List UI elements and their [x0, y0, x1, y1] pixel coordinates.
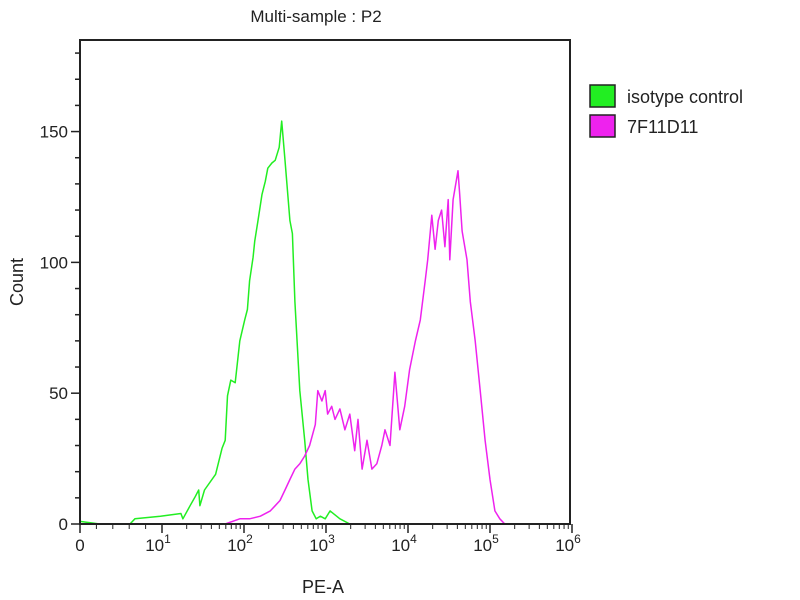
x-tick-base: 10 — [555, 536, 574, 555]
x-tick-exponent: 4 — [410, 532, 417, 546]
y-tick-label: 150 — [40, 123, 68, 142]
x-tick-label: 101 — [145, 532, 171, 555]
legend-label: 7F11D11 — [627, 117, 698, 137]
chart-title: Multi-sample : P2 — [250, 7, 381, 26]
x-tick-base: 10 — [145, 536, 164, 555]
x-tick-label: 106 — [555, 532, 581, 555]
legend: isotype control 7F11D11 — [589, 84, 743, 138]
y-tick-label: 0 — [59, 515, 68, 534]
x-tick-exponent: 1 — [164, 532, 171, 546]
plot-frame — [79, 39, 571, 525]
x-tick-base: 10 — [227, 536, 246, 555]
y-axis-label: Count — [7, 258, 27, 306]
series-layer — [79, 120, 506, 525]
x-tick-base: 10 — [391, 536, 410, 555]
x-axis-label: PE-A — [302, 577, 344, 597]
x-tick-exponent: 6 — [574, 532, 581, 546]
legend-swatch — [589, 114, 616, 138]
series-line-7f11d11 — [224, 170, 506, 525]
x-tick-base: 0 — [75, 536, 84, 555]
x-tick-exponent: 5 — [492, 532, 499, 546]
x-tick-label: 102 — [227, 532, 253, 555]
x-tick-label: 103 — [309, 532, 335, 555]
series-line-isotype-control — [79, 120, 351, 525]
x-tick-base: 10 — [473, 536, 492, 555]
x-tick-label: 104 — [391, 532, 417, 555]
x-tick-exponent: 3 — [328, 532, 335, 546]
legend-swatch — [589, 84, 616, 108]
legend-label: isotype control — [627, 87, 743, 107]
y-tick-label: 50 — [49, 384, 68, 403]
x-tick-base: 10 — [309, 536, 328, 555]
y-tick-label: 100 — [40, 253, 68, 272]
x-tick-exponent: 2 — [246, 532, 253, 546]
x-tick-label: 0 — [75, 536, 84, 555]
x-tick-label: 105 — [473, 532, 499, 555]
